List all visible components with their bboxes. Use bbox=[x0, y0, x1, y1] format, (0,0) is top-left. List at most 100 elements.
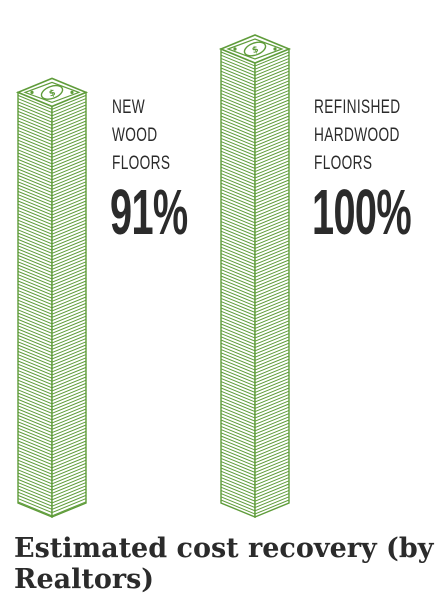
bill-edge bbox=[17, 366, 87, 382]
bill-edge bbox=[17, 450, 87, 466]
bill-edge bbox=[220, 435, 290, 451]
bill-edge bbox=[220, 329, 290, 345]
bill-edge bbox=[17, 475, 87, 491]
bill-edge bbox=[220, 105, 290, 121]
bill-edge bbox=[17, 213, 87, 229]
bill-edge bbox=[17, 405, 87, 421]
bill-edge bbox=[17, 312, 87, 328]
bill-edge bbox=[220, 256, 290, 272]
bill-edge bbox=[220, 67, 290, 83]
bill-edge bbox=[17, 398, 87, 414]
value-label-refinished-hardwood-floors: 100% bbox=[312, 176, 412, 248]
bill-edge bbox=[17, 293, 87, 309]
bill-edge bbox=[17, 469, 87, 485]
bill-edge bbox=[17, 194, 87, 210]
bill-edge bbox=[17, 498, 87, 514]
bill-edge bbox=[17, 264, 87, 280]
bill-edge bbox=[220, 422, 290, 438]
category-label-line: REFINISHED bbox=[314, 97, 401, 118]
bill-edge bbox=[220, 381, 290, 397]
bill-edge bbox=[17, 280, 87, 296]
bill-edge bbox=[17, 299, 87, 315]
bill-edge bbox=[17, 142, 87, 158]
bill-edge bbox=[220, 483, 290, 499]
bill-edge bbox=[220, 125, 290, 141]
bill-edge bbox=[220, 336, 290, 352]
bill-edge bbox=[17, 197, 87, 213]
bill-edge bbox=[17, 360, 87, 376]
bill-edge bbox=[17, 334, 87, 350]
bill-edge bbox=[17, 325, 87, 341]
bill-edge bbox=[17, 440, 87, 456]
bill-edge bbox=[17, 379, 87, 395]
bill-edge bbox=[17, 411, 87, 427]
bill-edge bbox=[17, 187, 87, 203]
bill-edge bbox=[17, 386, 87, 402]
bill-edge bbox=[17, 382, 87, 398]
bill-edge bbox=[220, 451, 290, 467]
bill-edge bbox=[17, 248, 87, 264]
bill-edge bbox=[17, 331, 87, 347]
bill-edge bbox=[220, 112, 290, 128]
bill-edge bbox=[220, 195, 290, 211]
bill-edge bbox=[220, 208, 290, 224]
bill-edge bbox=[17, 190, 87, 206]
bill-edge bbox=[17, 354, 87, 370]
bill-edge bbox=[220, 163, 290, 179]
bill-edge bbox=[17, 104, 87, 120]
category-label-line: NEW bbox=[112, 97, 145, 118]
dollar-seal-icon bbox=[243, 41, 267, 57]
bill-edge bbox=[220, 176, 290, 192]
bill-edge bbox=[220, 307, 290, 323]
bill-edge bbox=[220, 432, 290, 448]
bill-edge bbox=[17, 158, 87, 174]
bill-border bbox=[23, 81, 81, 104]
bill-edge bbox=[220, 457, 290, 473]
bill-edge bbox=[220, 137, 290, 153]
bill-edge bbox=[220, 441, 290, 457]
bill-edge bbox=[220, 77, 290, 93]
bill-edge bbox=[220, 51, 290, 67]
bill-edge bbox=[220, 221, 290, 237]
bill-edge bbox=[220, 317, 290, 333]
bill-edge bbox=[220, 499, 290, 515]
bill-edge bbox=[220, 397, 290, 413]
bill-edge bbox=[220, 429, 290, 445]
bill-edge bbox=[17, 242, 87, 258]
bill-edge bbox=[17, 456, 87, 472]
bill-edge bbox=[17, 357, 87, 373]
bill-edge bbox=[17, 155, 87, 171]
bill-edge bbox=[220, 278, 290, 294]
bill-edge bbox=[17, 216, 87, 232]
bill-edge bbox=[17, 350, 87, 366]
bill-edge bbox=[17, 446, 87, 462]
bill-edge bbox=[220, 342, 290, 358]
bill-edge bbox=[220, 131, 290, 147]
bill-edge bbox=[220, 352, 290, 368]
bill-edge bbox=[220, 358, 290, 374]
bill-edge bbox=[17, 373, 87, 389]
bill-edge bbox=[17, 226, 87, 242]
category-label-line: HARDWOOD bbox=[314, 125, 400, 146]
bill-edge bbox=[17, 408, 87, 424]
bill-edge bbox=[220, 102, 290, 118]
dollar-seal-icon bbox=[40, 84, 64, 100]
bill-edge bbox=[220, 467, 290, 483]
bill-edge bbox=[220, 157, 290, 173]
bill-edge bbox=[220, 477, 290, 493]
bill-edge bbox=[17, 206, 87, 222]
bill-edge bbox=[17, 437, 87, 453]
bill-edge bbox=[220, 265, 290, 281]
bill-edge bbox=[220, 416, 290, 432]
bill-edge bbox=[220, 182, 290, 198]
bill-edge bbox=[220, 323, 290, 339]
bill-edge bbox=[220, 173, 290, 189]
bill-edge bbox=[17, 235, 87, 251]
bill-edge bbox=[220, 83, 290, 99]
bill-edge bbox=[220, 285, 290, 301]
bill-edge bbox=[220, 326, 290, 342]
bill-edge bbox=[220, 406, 290, 422]
bill-edge bbox=[17, 392, 87, 408]
bill-edge bbox=[220, 70, 290, 86]
bill-edge bbox=[17, 222, 87, 238]
